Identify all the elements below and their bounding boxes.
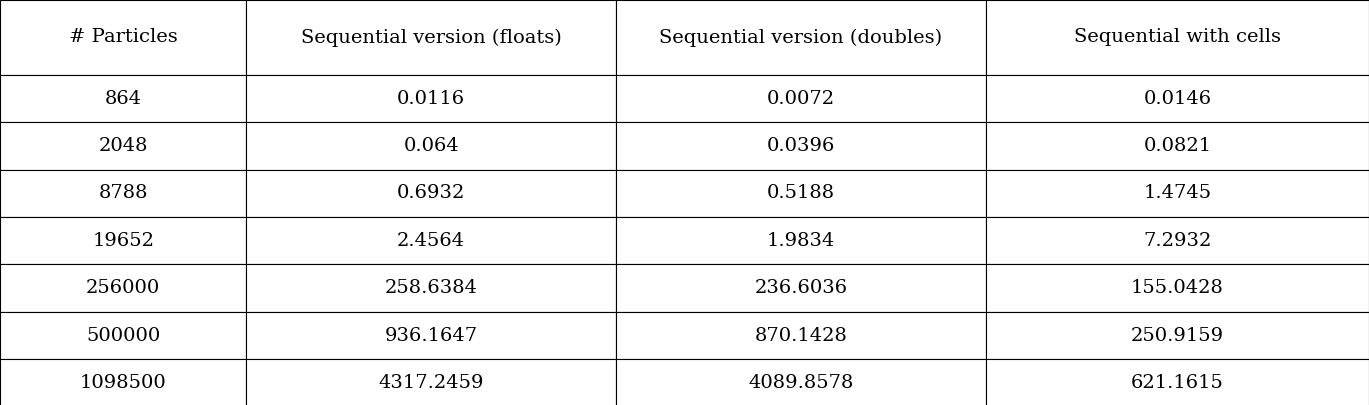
Bar	[616, 170, 986, 217]
Bar	[616, 312, 986, 359]
Text: Sequential version (floats): Sequential version (floats)	[301, 28, 561, 47]
Bar	[246, 75, 616, 122]
Text: Sequential with cells: Sequential with cells	[1073, 28, 1281, 47]
Bar	[246, 122, 616, 170]
Text: 0.0146: 0.0146	[1143, 90, 1212, 108]
Text: 936.1647: 936.1647	[385, 326, 478, 345]
Bar	[0, 170, 246, 217]
Text: 1.9834: 1.9834	[767, 232, 835, 250]
Text: 250.9159: 250.9159	[1131, 326, 1224, 345]
Bar	[0, 359, 246, 405]
Text: 19652: 19652	[92, 232, 155, 250]
Bar	[0, 0, 246, 75]
Text: Sequential version (doubles): Sequential version (doubles)	[660, 28, 942, 47]
Bar	[246, 264, 616, 312]
Text: 4317.2459: 4317.2459	[378, 374, 485, 392]
Text: 256000: 256000	[86, 279, 160, 297]
Text: 7.2932: 7.2932	[1143, 232, 1212, 250]
Bar	[246, 359, 616, 405]
Bar	[616, 359, 986, 405]
Bar	[246, 170, 616, 217]
Text: 4089.8578: 4089.8578	[749, 374, 853, 392]
Bar	[616, 0, 986, 75]
Text: 870.1428: 870.1428	[754, 326, 847, 345]
Text: 0.0821: 0.0821	[1143, 137, 1212, 155]
Bar	[986, 122, 1369, 170]
Bar	[986, 359, 1369, 405]
Text: 0.0116: 0.0116	[397, 90, 465, 108]
Text: 2.4564: 2.4564	[397, 232, 465, 250]
Bar	[616, 122, 986, 170]
Text: 864: 864	[104, 90, 142, 108]
Text: 155.0428: 155.0428	[1131, 279, 1224, 297]
Bar	[0, 312, 246, 359]
Text: 621.1615: 621.1615	[1131, 374, 1224, 392]
Text: 0.064: 0.064	[404, 137, 459, 155]
Bar	[0, 75, 246, 122]
Bar	[246, 0, 616, 75]
Bar	[986, 170, 1369, 217]
Text: 1.4745: 1.4745	[1143, 184, 1212, 202]
Text: 0.6932: 0.6932	[397, 184, 465, 202]
Bar	[616, 75, 986, 122]
Text: 236.6036: 236.6036	[754, 279, 847, 297]
Text: 1098500: 1098500	[79, 374, 167, 392]
Text: 2048: 2048	[99, 137, 148, 155]
Text: 0.0072: 0.0072	[767, 90, 835, 108]
Text: 8788: 8788	[99, 184, 148, 202]
Text: 500000: 500000	[86, 326, 160, 345]
Bar	[0, 122, 246, 170]
Text: 258.6384: 258.6384	[385, 279, 478, 297]
Bar	[986, 0, 1369, 75]
Bar	[616, 217, 986, 264]
Bar	[0, 264, 246, 312]
Bar	[986, 264, 1369, 312]
Text: 0.0396: 0.0396	[767, 137, 835, 155]
Bar	[246, 312, 616, 359]
Bar	[0, 217, 246, 264]
Bar	[986, 75, 1369, 122]
Text: 0.5188: 0.5188	[767, 184, 835, 202]
Bar	[246, 217, 616, 264]
Text: # Particles: # Particles	[68, 28, 178, 47]
Bar	[986, 312, 1369, 359]
Bar	[986, 217, 1369, 264]
Bar	[616, 264, 986, 312]
